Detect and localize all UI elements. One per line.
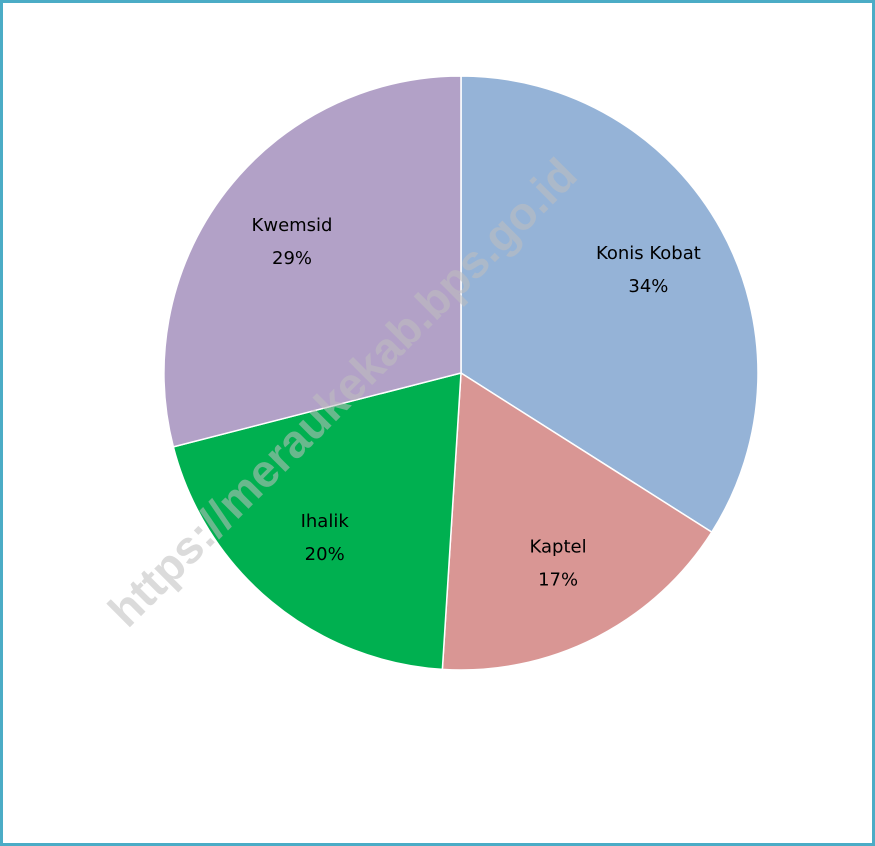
slice-label: Kaptel (530, 537, 587, 558)
pie-slice (163, 75, 462, 448)
slice-value: 17% (538, 570, 578, 591)
pie-slice (172, 372, 462, 671)
slice-label: Kwemsid (252, 215, 333, 236)
pie-slice (460, 75, 759, 534)
pie-slice (441, 371, 713, 671)
pie (163, 75, 759, 671)
slice-label: Konis Kobat (596, 243, 701, 264)
slice-label: Ihalik (301, 511, 350, 532)
slice-value: 29% (272, 248, 312, 269)
slice-value: 20% (305, 544, 345, 565)
labels: Konis Kobat 34% Kaptel 17% Ihalik 20% Kwemsid 2… (252, 215, 701, 591)
slice-value: 34% (628, 276, 668, 297)
